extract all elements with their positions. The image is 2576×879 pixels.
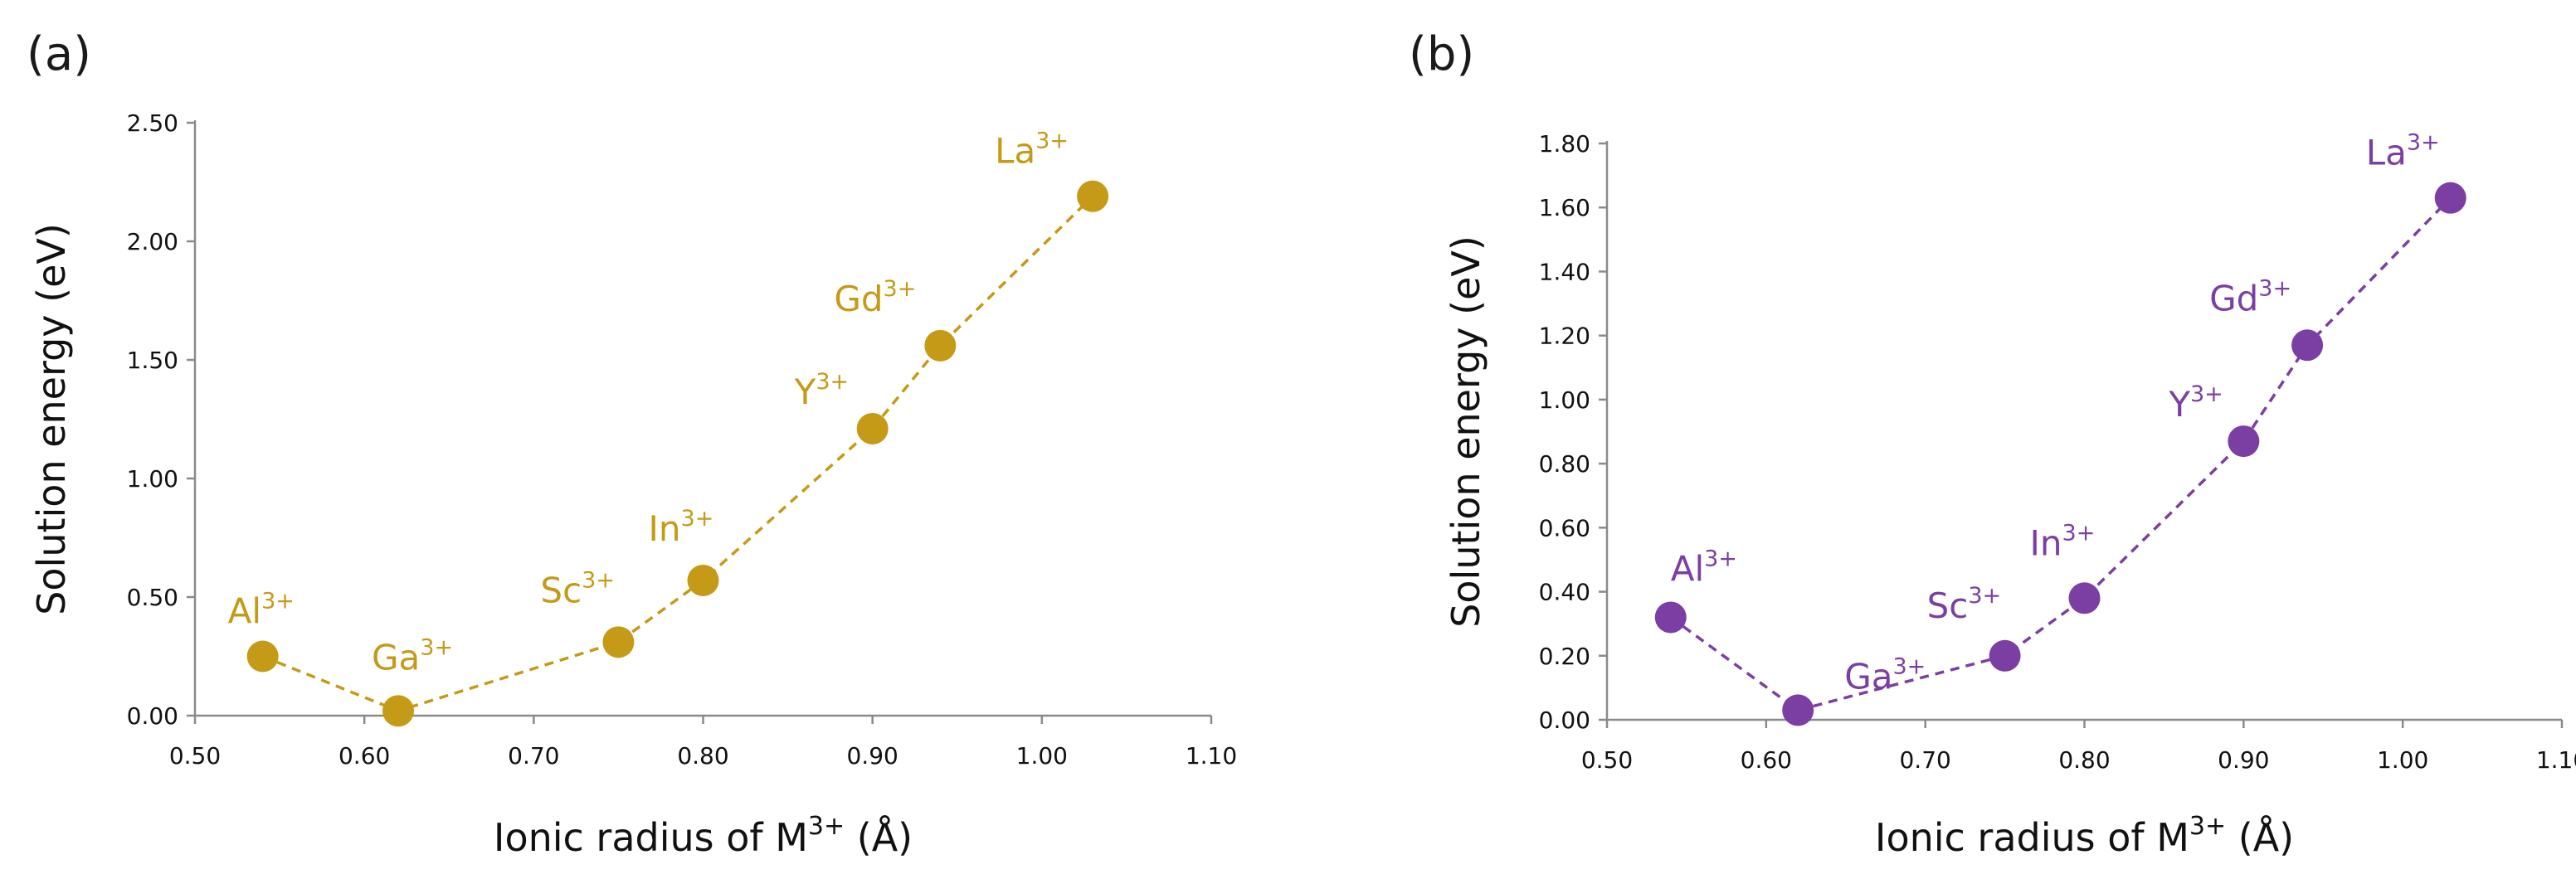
x-tick-label: 1.10 — [1186, 742, 1237, 770]
point-label-ga: Ga3+ — [372, 634, 453, 677]
y-axis-title: Solution energy (eV) — [29, 223, 74, 615]
point-label-la: La3+ — [2366, 130, 2440, 173]
panel-b: (b) 0.00 0.20 0.40 0.60 0.80 1.00 1.20 1.40 1.60 1… — [1409, 27, 2576, 860]
x-tick-label: 0.50 — [169, 742, 221, 770]
data-point-ga — [1782, 694, 1814, 726]
point-label-in: In3+ — [2030, 520, 2096, 563]
y-tick-label: 1.80 — [1539, 130, 1590, 158]
x-tick-label: 1.00 — [1016, 742, 1068, 770]
x-tick-label: 0.60 — [1741, 746, 1792, 774]
y-tick-label: 0.00 — [1539, 707, 1590, 734]
series-line — [1669, 197, 2452, 712]
data-point-in — [2068, 582, 2101, 614]
x-tick-label: 1.10 — [2536, 746, 2576, 774]
x-tick-label: 0.80 — [677, 742, 728, 770]
x-tick-label: 0.50 — [1581, 746, 1633, 774]
data-point-ga — [382, 695, 414, 727]
y-tick-label: 1.60 — [1539, 194, 1590, 221]
point-label-gd: Gd3+ — [834, 276, 916, 319]
point-label-al: Al3+ — [1671, 546, 1737, 589]
point-label-y: Y3+ — [794, 369, 849, 412]
point-label-al: Al3+ — [228, 589, 295, 632]
data-point-y — [856, 412, 889, 444]
y-tick-label: 0.50 — [127, 584, 178, 611]
data-point-gd — [2291, 329, 2324, 362]
point-label-la: La3+ — [995, 129, 1069, 172]
point-label-sc: Sc3+ — [1927, 583, 2002, 626]
y-tick-label: 2.00 — [127, 228, 178, 255]
data-point-in — [687, 564, 719, 596]
point-label-y: Y3+ — [2168, 381, 2223, 425]
point-label-gd: Gd3+ — [2209, 275, 2291, 318]
data-point-y — [2228, 425, 2260, 458]
y-tick-label: 1.00 — [1539, 386, 1590, 414]
y-tick-label: 0.20 — [1539, 643, 1590, 670]
y-tick-label: 1.50 — [127, 347, 178, 374]
y-tick-label: 1.20 — [1539, 323, 1590, 350]
x-tick-label: 0.60 — [338, 742, 390, 770]
point-label-in: In3+ — [649, 506, 714, 549]
x-tick-label: 0.70 — [1899, 746, 1950, 774]
data-point-al — [1654, 601, 1687, 634]
y-tick-label: 0.60 — [1539, 514, 1590, 541]
x-axis-title: Ionic radius of M3+ (Å) — [494, 812, 913, 860]
y-tick-label: 0.00 — [127, 702, 178, 730]
y-tick-label: 2.50 — [127, 109, 178, 137]
point-label-sc: Sc3+ — [540, 567, 615, 610]
x-tick-label: 0.70 — [508, 742, 559, 770]
x-tick-label: 0.90 — [2218, 746, 2269, 774]
y-axis-title: Solution energy (eV) — [1444, 236, 1488, 628]
series-line — [262, 195, 1094, 713]
panel-label: (a) — [27, 27, 91, 81]
data-point-al — [246, 640, 279, 673]
point-label-ga: Ga3+ — [1844, 653, 1926, 697]
panel-label: (b) — [1409, 27, 1474, 81]
x-axis-title: Ionic radius of M3+ (Å) — [1875, 812, 2294, 860]
data-point-gd — [924, 329, 957, 362]
y-tick-label: 1.40 — [1539, 258, 1590, 285]
data-point-sc — [1989, 639, 2021, 672]
panel-a: (a) 0.00 0.50 1.00 1.50 2.00 2.50 0.50 0.60 0.70 0… — [27, 27, 1237, 860]
x-tick-label: 0.90 — [846, 742, 898, 770]
data-point-la — [2434, 182, 2466, 214]
y-tick-label: 1.00 — [127, 465, 178, 493]
x-tick-label: 1.00 — [2377, 746, 2428, 774]
y-tick-label: 0.40 — [1539, 579, 1590, 606]
data-point-sc — [602, 626, 635, 658]
data-point-la — [1077, 180, 1109, 212]
y-tick-label: 0.80 — [1539, 450, 1590, 478]
x-tick-label: 0.80 — [2058, 746, 2110, 774]
